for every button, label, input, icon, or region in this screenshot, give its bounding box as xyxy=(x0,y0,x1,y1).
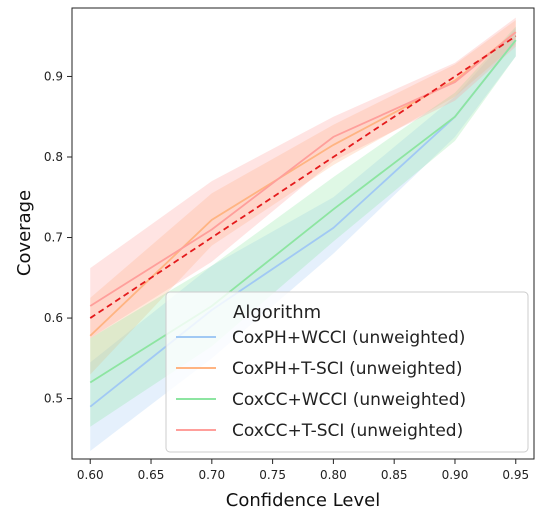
x-axis-ticks: 0.60 0.65 0.70 0.75 0.80 0.85 0.90 0.95 xyxy=(77,459,529,482)
x-tick-label: 0.80 xyxy=(320,468,347,482)
y-axis-label: Coverage xyxy=(14,190,35,276)
y-tick-label: 0.9 xyxy=(44,69,63,83)
x-tick-label: 0.60 xyxy=(77,468,104,482)
x-tick-label: 0.95 xyxy=(502,468,529,482)
x-tick-label: 0.70 xyxy=(198,468,225,482)
y-tick-label: 0.7 xyxy=(44,231,63,245)
reference-line-group xyxy=(89,35,517,319)
x-tick-label: 0.65 xyxy=(138,468,165,482)
y-tick-label: 0.6 xyxy=(44,311,63,325)
y-axis-ticks: 0.5 0.6 0.7 0.8 0.9 xyxy=(44,69,72,406)
x-tick-label: 0.75 xyxy=(259,468,286,482)
legend: Algorithm CoxPH+WCCI (unweighted) CoxPH+T… xyxy=(165,291,529,453)
legend-entry-label: CoxCC+WCCI (unweighted) xyxy=(232,390,466,410)
legend-entry-label: CoxCC+T-SCI (unweighted) xyxy=(232,421,463,441)
legend-title: Algorithm xyxy=(233,302,321,323)
x-axis-label: Confidence Level xyxy=(226,490,380,511)
plot-frame xyxy=(71,7,535,460)
legend-entry-label: CoxPH+WCCI (unweighted) xyxy=(232,328,465,348)
x-tick-label: 0.90 xyxy=(442,468,469,482)
line-coxcc-t-sci-unweighted xyxy=(89,31,517,307)
y-tick-label: 0.8 xyxy=(44,150,63,164)
legend-entry-label: CoxPH+T-SCI (unweighted) xyxy=(232,359,463,379)
reference-line xyxy=(89,35,517,319)
legend-items: CoxPH+WCCI (unweighted) CoxPH+T-SCI (unwe… xyxy=(176,328,466,441)
legend-box xyxy=(165,291,529,453)
y-tick-label: 0.5 xyxy=(44,392,63,406)
band-coxph-t-sci-unweighted xyxy=(90,20,516,375)
x-tick-label: 0.85 xyxy=(381,468,408,482)
